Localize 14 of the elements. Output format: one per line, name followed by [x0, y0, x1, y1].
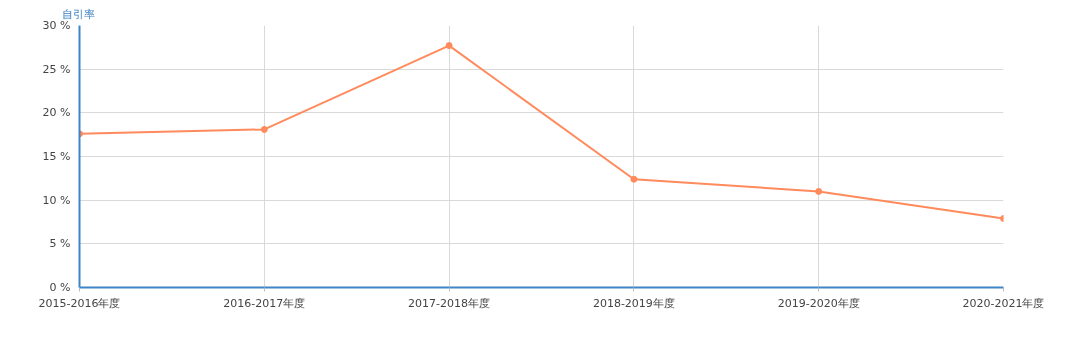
y-tick-label: 15 % — [42, 150, 71, 163]
y-axis-title: 自引率 — [61, 7, 95, 21]
y-tick-label: 30 % — [42, 19, 71, 32]
y-tick-label: 20 % — [42, 106, 71, 120]
x-tick-label: 2015-2016年度 — [38, 296, 121, 310]
x-tick-label: 2018-2019年度 — [592, 296, 675, 310]
y-tick-label: 5 % — [49, 237, 71, 251]
x-tick-label: 2020-2021年度 — [962, 296, 1045, 310]
x-tick-label: 2017-2018年度 — [408, 296, 491, 310]
y-tick-label: 25 % — [42, 62, 71, 76]
y-tick-label: 10 % — [42, 193, 71, 207]
x-tick-label: 2016-2017年度 — [223, 296, 306, 310]
y-tick-label: 0 % — [49, 281, 71, 294]
x-tick-label: 2019-2020年度 — [777, 296, 860, 310]
